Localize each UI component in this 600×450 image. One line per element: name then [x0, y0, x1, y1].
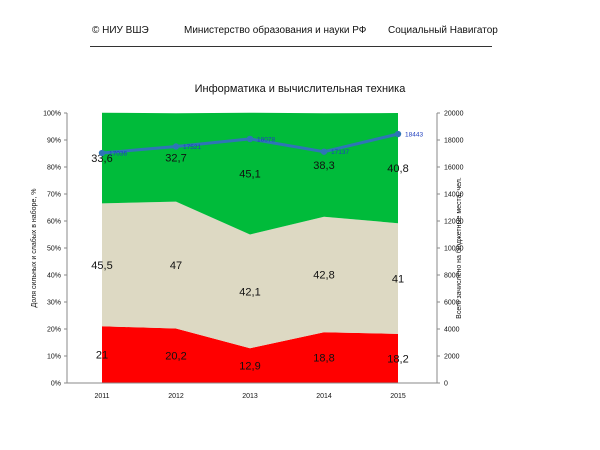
- label-strong: 32,7: [165, 152, 186, 164]
- x-tick-label: 2011: [94, 393, 109, 400]
- y-left-tick-label: 30%: [47, 300, 61, 307]
- y-right-tick-label: 12000: [444, 219, 464, 226]
- y-left-tick-label: 10%: [47, 354, 61, 361]
- enrolled-label: 17036: [109, 151, 127, 158]
- enrolled-point: [320, 148, 328, 155]
- label-strong: 40,8: [387, 163, 408, 175]
- enrolled-point: [394, 130, 402, 138]
- label-strong: 45,1: [239, 169, 260, 181]
- label-strong: 33,6: [91, 153, 112, 165]
- y-right-tick-label: 4000: [444, 327, 460, 334]
- navigator-text: Социальный Навигатор: [388, 25, 498, 36]
- y-right-tick-label: 6000: [444, 300, 460, 307]
- enrolled-point: [246, 135, 254, 143]
- ministry-text: Министерство образования и науки РФ: [184, 25, 367, 36]
- y-left-tick-label: 100%: [43, 111, 61, 118]
- y-left-tick-label: 90%: [47, 138, 61, 145]
- y-axis-right-label: Всего зачислено на бюджетные места, чел.: [455, 177, 463, 319]
- y-left-tick-label: 50%: [47, 246, 61, 253]
- y-axis-left-label: Доля сильных и слабых в наборе, %: [30, 189, 38, 308]
- chart-title: Информатика и вычислительная техника: [195, 83, 407, 95]
- y-right-tick-label: 20000: [444, 111, 464, 118]
- y-left-tick-label: 70%: [47, 192, 61, 199]
- label-middle: 47: [170, 260, 182, 272]
- enrolled-label: 17521: [183, 144, 201, 151]
- x-tick-label: 2014: [316, 393, 332, 400]
- page-header: © НИУ ВШЭ Министерство образования и нау…: [0, 0, 600, 48]
- y-right-tick-label: 14000: [444, 192, 464, 199]
- enrolled-point: [98, 149, 106, 157]
- y-left-tick-label: 20%: [47, 327, 61, 334]
- enrolled-label: 18078: [257, 136, 275, 143]
- y-right-tick-label: 18000: [444, 138, 464, 145]
- label-weak: 18,2: [387, 353, 408, 365]
- label-middle: 41: [392, 274, 404, 286]
- label-middle: 45,5: [91, 260, 112, 272]
- y-right-tick-label: 8000: [444, 273, 460, 280]
- label-strong: 38,3: [313, 160, 334, 172]
- y-right-tick-label: 0: [444, 381, 448, 388]
- y-left-tick-label: 0%: [51, 381, 61, 388]
- y-right-tick-label: 16000: [444, 165, 464, 172]
- y-right-tick-label: 2000: [444, 354, 460, 361]
- x-tick-label: 2012: [168, 393, 184, 400]
- enrolled-point: [172, 143, 180, 150]
- label-middle: 42,8: [313, 269, 334, 281]
- x-tick-label: 2015: [390, 393, 406, 400]
- header-divider: [90, 46, 492, 47]
- label-middle: 42,1: [239, 286, 260, 298]
- area-weak: [102, 326, 398, 383]
- label-weak: 18,8: [313, 353, 334, 365]
- area-middle: [102, 201, 398, 349]
- copyright-text: © НИУ ВШЭ: [92, 25, 149, 36]
- y-left-tick-label: 40%: [47, 273, 61, 280]
- y-left-tick-label: 60%: [47, 219, 61, 226]
- label-weak: 20,2: [165, 351, 186, 363]
- y-right-tick-label: 10000: [444, 246, 464, 253]
- label-weak: 21: [96, 350, 108, 362]
- label-weak: 12,9: [239, 361, 260, 373]
- enrolled-label: 18443: [405, 132, 423, 139]
- enrolled-label: 17137: [331, 149, 349, 156]
- plot-area: 0% 10% 20% 30% 40% 50% 60% 70% 80% 90% 100% 0 2000 40…: [43, 111, 463, 401]
- y-left-tick-label: 80%: [47, 165, 61, 172]
- x-tick-label: 2013: [242, 393, 258, 400]
- area-strong: [102, 112, 398, 235]
